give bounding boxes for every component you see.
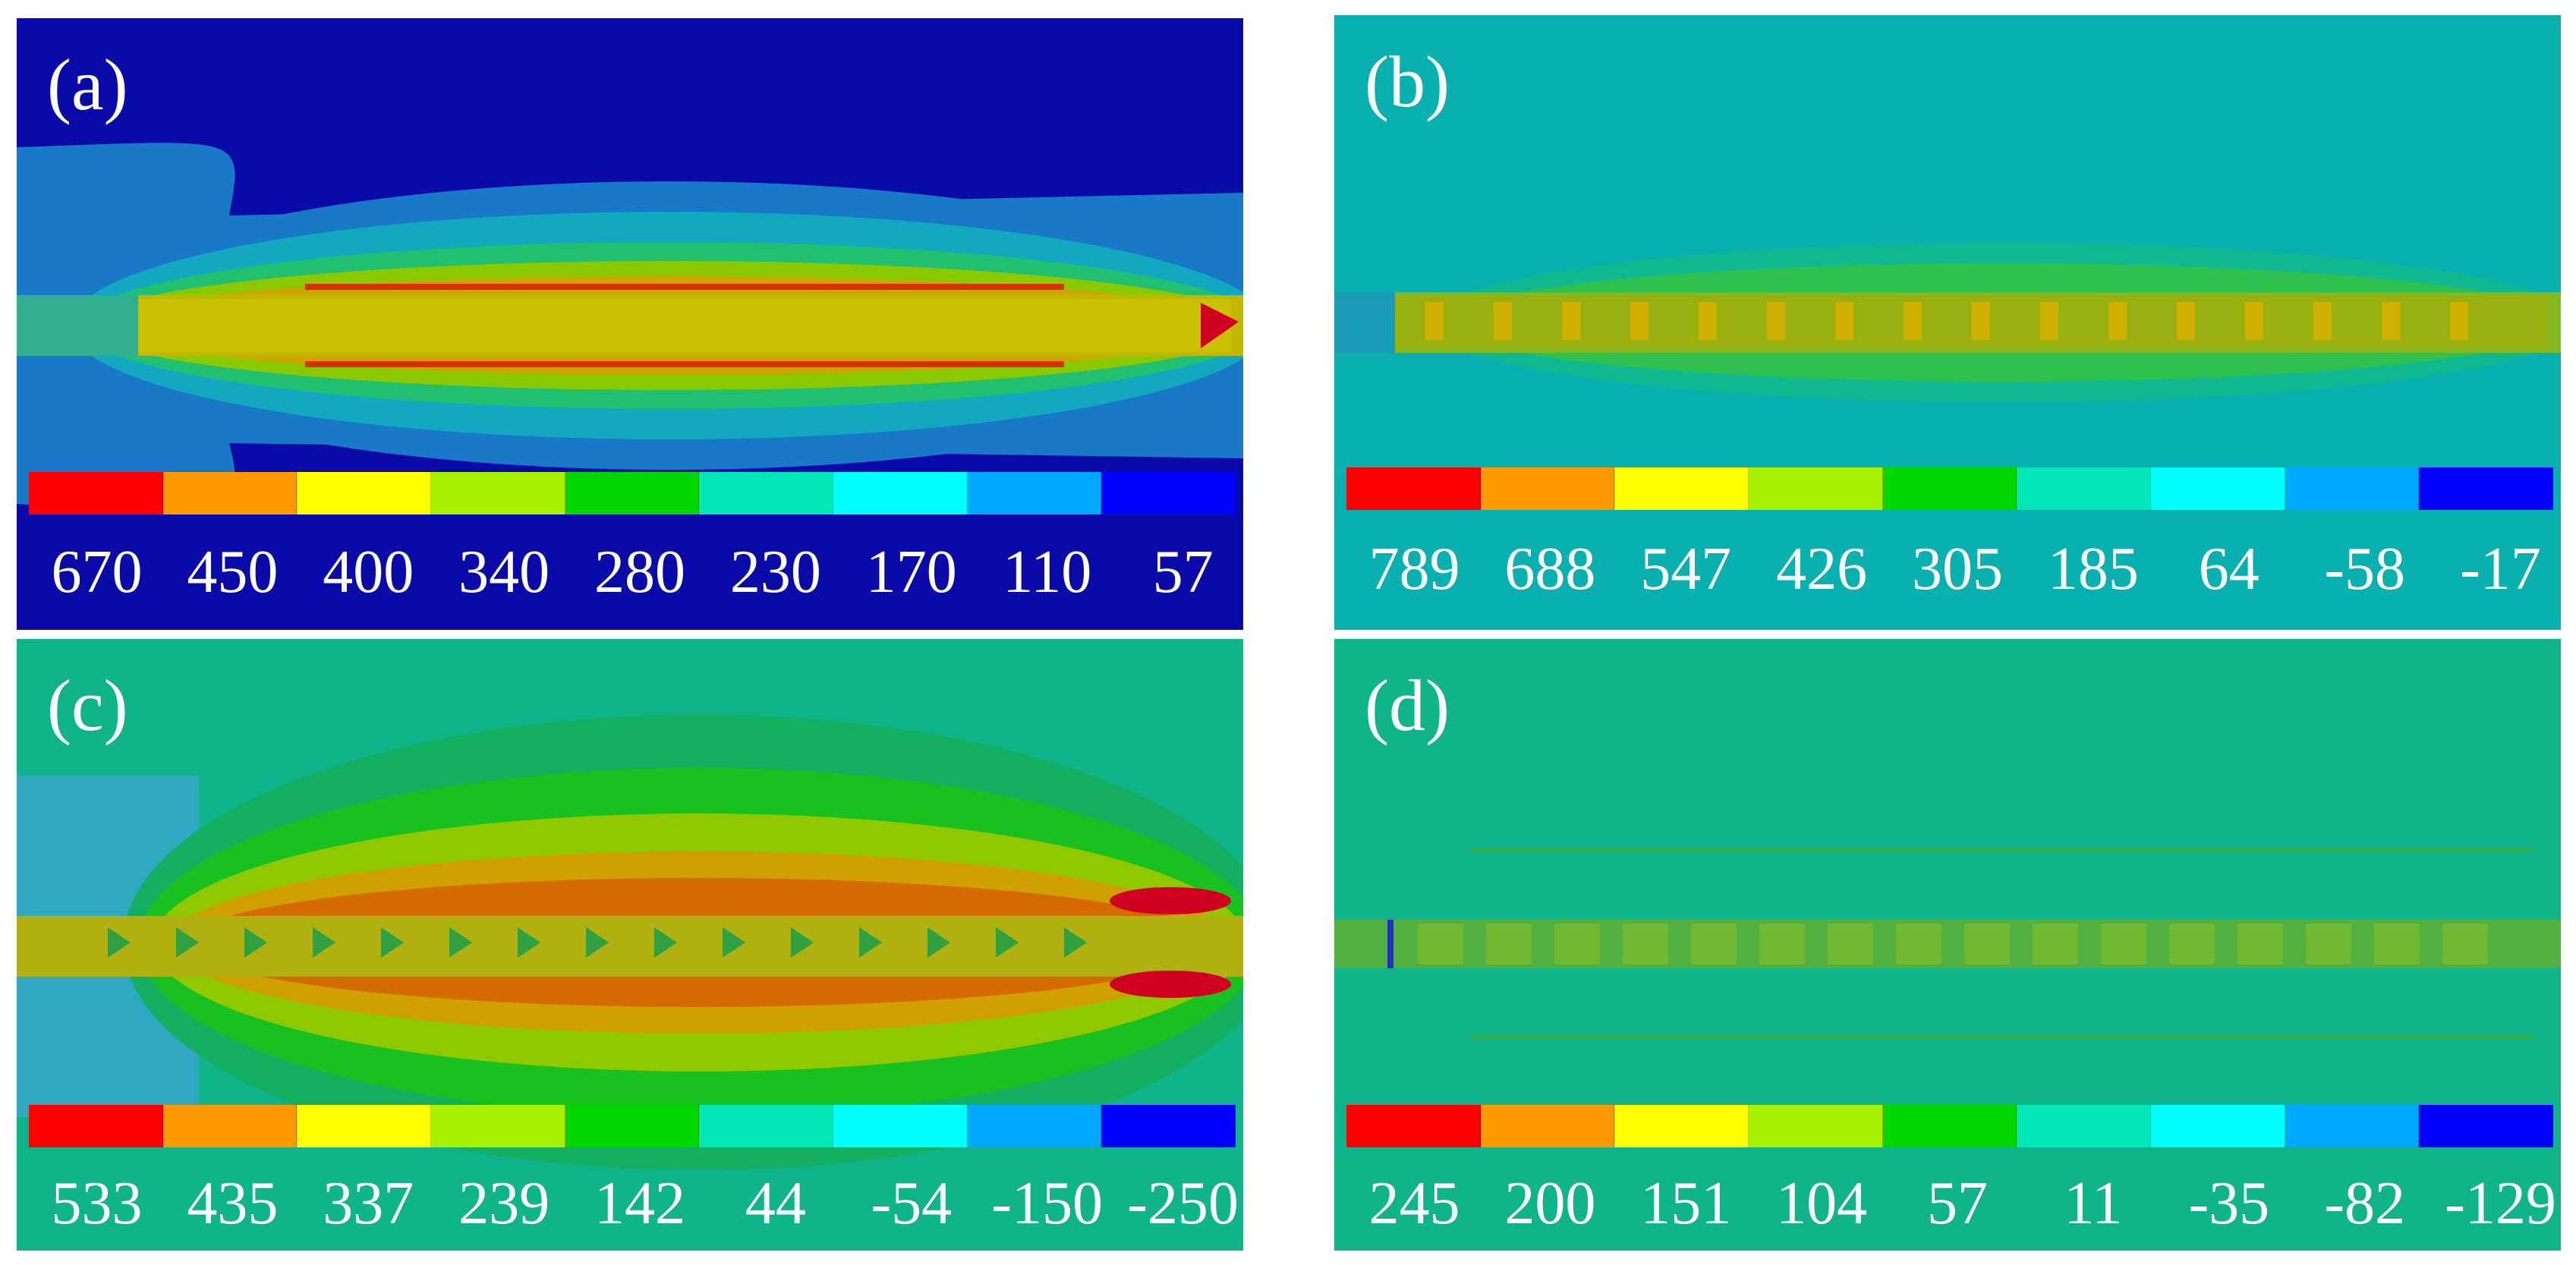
colorbar-a bbox=[29, 472, 1236, 514]
panel-d: (d) 245 200 151 104 57 11 -35 -82 -129 bbox=[1334, 639, 2561, 1251]
tick-label: 185 bbox=[2047, 536, 2139, 603]
tick-label: 337 bbox=[323, 1170, 414, 1237]
tick-label: 450 bbox=[187, 539, 279, 606]
tick-label: 142 bbox=[594, 1170, 685, 1237]
tick-label: 104 bbox=[1776, 1170, 1868, 1237]
tick-label: 426 bbox=[1776, 536, 1868, 603]
tick-label: -54 bbox=[871, 1170, 953, 1237]
tick-label: -17 bbox=[2460, 536, 2541, 603]
tick-label: 340 bbox=[458, 539, 550, 606]
colorbar-ticks-d: 245 200 151 104 57 11 -35 -82 -129 bbox=[1346, 1173, 2561, 1234]
tick-label: -35 bbox=[2188, 1170, 2270, 1237]
tick-label: 57 bbox=[1927, 1170, 1988, 1237]
colorbar-c bbox=[29, 1105, 1236, 1147]
colorbar-ticks-a: 670 450 400 340 280 230 170 110 57 bbox=[29, 542, 1243, 603]
tick-label: 305 bbox=[1912, 536, 2003, 603]
tick-label: 110 bbox=[1003, 539, 1092, 606]
panel-label-a: (a) bbox=[47, 44, 128, 125]
tick-label: 57 bbox=[1152, 539, 1214, 606]
tick-label: 151 bbox=[1640, 1170, 1732, 1237]
tick-label: 533 bbox=[51, 1170, 143, 1237]
tick-label: -129 bbox=[2445, 1170, 2556, 1237]
tick-label: 688 bbox=[1504, 536, 1596, 603]
panel-label-c: (c) bbox=[47, 665, 128, 746]
tick-label: 170 bbox=[865, 539, 957, 606]
contour-plot-d bbox=[1334, 639, 2561, 1251]
tick-label: 64 bbox=[2198, 536, 2260, 603]
contour-plot-a bbox=[17, 18, 1243, 630]
panel-a: (a) 670 450 400 340 280 230 170 110 57 bbox=[17, 18, 1243, 630]
contour-plot-c bbox=[17, 639, 1243, 1251]
colorbar-ticks-c: 533 435 337 239 142 44 -54 -150 -250 bbox=[29, 1173, 1243, 1234]
tick-label: 239 bbox=[458, 1170, 550, 1237]
tick-label: 11 bbox=[2064, 1170, 2123, 1237]
tick-label: 230 bbox=[729, 539, 821, 606]
tick-label: -150 bbox=[991, 1170, 1103, 1237]
tick-label: 245 bbox=[1368, 1170, 1460, 1237]
tick-label: 670 bbox=[51, 539, 143, 606]
tick-label: -82 bbox=[2324, 1170, 2405, 1237]
tick-label: 789 bbox=[1368, 536, 1460, 603]
tick-label: 200 bbox=[1504, 1170, 1596, 1237]
colorbar-d bbox=[1346, 1105, 2554, 1147]
tick-label: 547 bbox=[1640, 536, 1732, 603]
colorbar-b bbox=[1346, 467, 2554, 510]
tick-label: 435 bbox=[187, 1170, 279, 1237]
panel-c: (c) 533 435 337 239 142 44 -54 -150 -250 bbox=[17, 639, 1243, 1251]
panel-label-d: (d) bbox=[1365, 665, 1450, 746]
panel-b: (b) 789 688 547 426 305 185 64 -58 -17 bbox=[1334, 15, 2561, 630]
contour-plot-b bbox=[1334, 15, 2561, 630]
tick-label: -250 bbox=[1127, 1170, 1239, 1237]
tick-label: 280 bbox=[594, 539, 685, 606]
tick-label: -58 bbox=[2324, 536, 2405, 603]
tick-label: 44 bbox=[745, 1170, 806, 1237]
colorbar-ticks-b: 789 688 547 426 305 185 64 -58 -17 bbox=[1346, 539, 2561, 599]
panel-label-b: (b) bbox=[1365, 41, 1450, 122]
tick-label: 400 bbox=[323, 539, 414, 606]
